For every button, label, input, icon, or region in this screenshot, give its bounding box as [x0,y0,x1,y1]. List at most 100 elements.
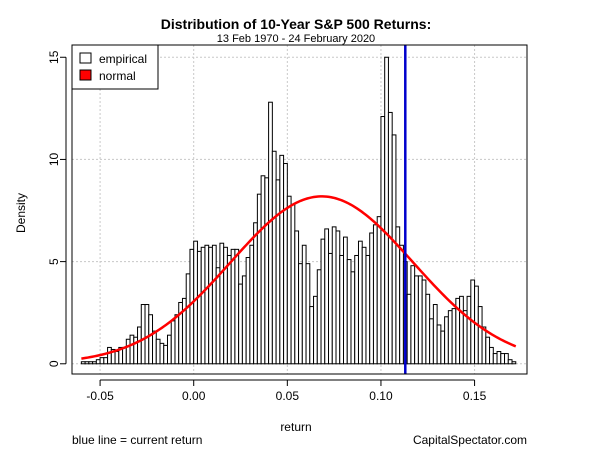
histogram-bar [155,338,161,365]
legend-normal-label: normal [99,69,136,83]
histogram-bar [148,314,154,365]
histogram-bar [320,238,326,365]
histogram-bar [459,295,464,365]
legend-empirical-swatch [79,52,92,64]
histogram-bar [357,240,363,365]
histogram-bar [279,154,285,365]
histogram-bar [95,359,101,365]
histogram-bar [432,304,438,365]
histogram-bar [335,230,341,365]
histogram-bar [380,116,386,365]
x-tick-label: -0.05 [86,389,114,403]
histogram-bar [492,353,498,365]
histogram-bar [88,361,94,365]
legend: empirical normal [71,44,159,90]
histogram-bar [268,101,273,365]
histogram-bar [140,304,146,365]
histogram-bar [271,150,277,365]
histogram-bar [174,314,180,365]
x-tick-label: 0.10 [369,389,393,403]
normal-curve-layer [81,195,517,360]
histogram-bar [275,179,281,365]
histogram-bar [417,275,423,365]
histogram-bar [429,318,434,365]
histogram-bar [376,216,382,365]
chart-title: Distribution of 10-Year S&P 500 Returns: [161,16,431,32]
histogram-bar [253,222,258,365]
histogram-bar [436,324,442,365]
histogram-bar [103,357,109,365]
histogram-bar [99,357,105,365]
chart-subtitle: 13 Feb 1970 - 24 February 2020 [217,33,375,45]
histogram-bar [339,254,345,365]
y-tick-label: 0 [47,360,61,367]
histogram-bars [80,56,517,365]
histogram-bar [316,269,322,365]
histogram-bar [305,263,311,365]
histogram-bar [84,361,90,365]
histogram-bar [215,267,221,365]
histogram-bar [245,257,251,365]
histogram-bar [354,254,359,365]
histogram-bar [166,334,172,365]
histogram-bar [208,246,213,365]
histogram-bar [114,351,120,365]
histogram-bar [122,346,127,365]
histogram-bar [350,271,356,365]
histogram-bar [204,244,210,365]
legend-box [71,44,159,90]
histogram-bar [447,310,453,365]
histogram-bar [477,306,483,365]
histogram-bar [238,283,243,365]
histogram-bar [410,265,416,365]
histogram-bar [369,232,374,365]
histogram-bar [189,248,195,365]
histogram-bar [331,226,337,365]
histogram-bar [496,351,502,365]
x-axis: -0.05 0.00 0.05 0.10 0.15 [86,379,487,403]
legend-empirical-label: empirical [99,52,147,66]
histogram-bar [241,275,247,365]
histogram-bar [137,326,142,365]
histogram-bar [511,361,517,365]
histogram-bar [200,246,206,365]
histogram-bar [301,244,307,365]
histogram-bar [504,353,509,365]
histogram-bar [129,334,135,365]
histogram-bar [294,230,300,365]
histogram-bar [500,353,506,365]
histogram-bar [286,195,292,365]
plot-frame [71,44,528,375]
legend-normal-swatch [79,69,92,81]
histogram-bar [234,248,240,365]
histogram-bar [144,304,150,365]
y-axis: 0 5 10 15 [47,50,67,367]
y-tick-label: 5 [47,258,61,265]
histogram-bar [406,293,412,365]
histogram-bar [451,308,457,365]
normal-curve-line [81,195,517,360]
histogram-bar [384,56,389,365]
histogram-bar [290,203,296,365]
histogram-bar [170,320,176,365]
histogram-bar [399,244,404,365]
histogram-bar [361,246,367,365]
x-axis-label: return [280,420,311,434]
histogram-bar [507,359,513,365]
histogram-bar [391,134,397,365]
histogram-bar [196,250,202,365]
histogram-bar [346,259,352,365]
histogram-bar [421,279,427,365]
histogram-bar [444,316,449,365]
histogram-bar [185,273,191,365]
histogram-bar [485,336,491,365]
histogram-bar [425,293,431,365]
histogram-bar [256,193,262,365]
histogram-bar [343,236,348,365]
histogram-bar [298,263,303,365]
histogram-bar [92,361,97,365]
y-axis-label: Density [14,193,28,233]
histogram-bar [264,177,270,365]
histogram-bar [313,295,318,365]
